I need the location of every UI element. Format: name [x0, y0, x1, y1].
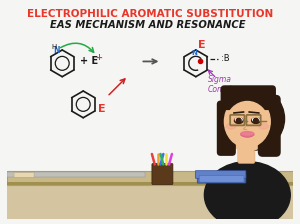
FancyBboxPatch shape	[7, 5, 293, 176]
FancyBboxPatch shape	[7, 171, 293, 219]
FancyBboxPatch shape	[7, 173, 293, 177]
Ellipse shape	[223, 96, 272, 151]
Text: Sigma
Complex: Sigma Complex	[208, 75, 241, 94]
FancyBboxPatch shape	[258, 95, 281, 157]
Text: E: E	[98, 104, 105, 114]
FancyBboxPatch shape	[199, 175, 244, 182]
Circle shape	[199, 59, 203, 64]
Ellipse shape	[234, 118, 243, 123]
Text: N: N	[53, 46, 60, 55]
FancyBboxPatch shape	[238, 142, 255, 164]
Ellipse shape	[241, 131, 254, 136]
FancyBboxPatch shape	[217, 101, 236, 156]
Text: N: N	[191, 50, 197, 56]
Circle shape	[236, 118, 241, 123]
Circle shape	[254, 118, 258, 123]
Ellipse shape	[253, 118, 259, 122]
FancyBboxPatch shape	[152, 164, 173, 185]
FancyBboxPatch shape	[14, 172, 34, 177]
Text: E: E	[198, 40, 205, 50]
Text: H: H	[51, 44, 56, 50]
Text: + E: + E	[80, 56, 98, 67]
Ellipse shape	[226, 101, 268, 145]
FancyBboxPatch shape	[7, 171, 293, 185]
FancyBboxPatch shape	[197, 174, 246, 183]
Ellipse shape	[259, 123, 268, 129]
FancyBboxPatch shape	[195, 171, 246, 178]
Text: :B: :B	[220, 54, 229, 63]
Ellipse shape	[204, 162, 290, 224]
FancyBboxPatch shape	[7, 182, 293, 185]
Text: EAS MECHANISM AND RESONANCE: EAS MECHANISM AND RESONANCE	[50, 20, 246, 30]
Ellipse shape	[222, 87, 284, 150]
Ellipse shape	[236, 118, 242, 122]
Ellipse shape	[224, 96, 270, 147]
Text: ELECTROPHILIC AROMATIC SUBSTITUTION: ELECTROPHILIC AROMATIC SUBSTITUTION	[27, 9, 273, 19]
Ellipse shape	[252, 118, 260, 123]
Ellipse shape	[223, 89, 272, 104]
Text: +: +	[95, 53, 102, 62]
FancyBboxPatch shape	[220, 85, 276, 110]
Ellipse shape	[226, 123, 236, 129]
FancyBboxPatch shape	[7, 172, 145, 177]
